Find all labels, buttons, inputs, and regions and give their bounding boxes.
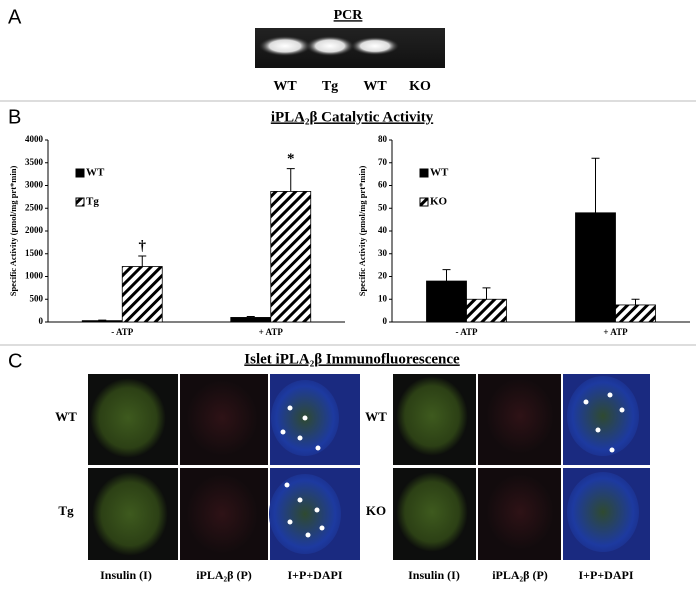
legend-swatch: [420, 169, 428, 177]
y-tick-label: 0: [39, 316, 44, 326]
gel-band: [306, 36, 354, 56]
y-tick-label: 3500: [25, 157, 44, 167]
y-tick-label: 1500: [25, 248, 44, 258]
y-tick-label: 0: [383, 316, 388, 326]
lane-label: Tg: [322, 79, 338, 94]
annotation: *: [287, 151, 295, 167]
row-label: Tg: [58, 503, 74, 518]
lane-label: KO: [409, 79, 431, 94]
x-tick-label: + ATP: [259, 327, 284, 337]
y-tick-label: 10: [378, 293, 388, 303]
y-tick-label: 1000: [25, 271, 44, 281]
bar: [82, 321, 122, 322]
bar: [271, 191, 311, 322]
bar: [427, 281, 467, 322]
y-tick-label: 50: [378, 202, 388, 212]
y-tick-label: 70: [378, 157, 388, 167]
y-tick-label: 40: [378, 225, 388, 235]
y-tick-label: 4000: [25, 134, 44, 144]
error-bar: [287, 169, 295, 192]
legend-label: WT: [86, 167, 105, 179]
panel-label: C: [8, 350, 22, 372]
y-tick-label: 500: [30, 293, 44, 303]
column-label: I+P+DAPI: [578, 568, 633, 582]
lane-label: WT: [363, 79, 387, 94]
legend-swatch: [76, 198, 84, 206]
y-axis-label: Specific Activity (pmol/mg prt*min): [357, 166, 367, 297]
x-tick-label: - ATP: [111, 327, 134, 337]
panel-label: A: [8, 6, 22, 28]
error-bar: [592, 158, 600, 213]
x-tick-label: + ATP: [603, 327, 628, 337]
y-tick-label: 60: [378, 180, 388, 190]
pcr-title: PCR: [334, 8, 364, 23]
section-title: Islet iPLA₂β Immunofluorescence: [244, 351, 460, 367]
annotation: †: [139, 238, 147, 254]
error-bar: [443, 270, 451, 281]
row-label: KO: [366, 503, 386, 518]
lane-label: WT: [273, 79, 297, 94]
bar: [122, 266, 162, 322]
bar: [467, 299, 507, 322]
y-tick-label: 20: [378, 271, 388, 281]
legend-label: KO: [430, 196, 448, 208]
micrographs: [88, 374, 650, 560]
column-label: iPLA₂β (P): [492, 568, 548, 582]
bar: [231, 317, 271, 322]
y-axis-label: Specific Activity (pmol/mg prt*min): [8, 166, 18, 297]
column-label: I+P+DAPI: [287, 568, 342, 582]
column-label: Insulin (I): [408, 568, 460, 582]
error-bar: [632, 299, 640, 305]
column-label: iPLA₂β (P): [196, 568, 252, 582]
y-tick-label: 2000: [25, 225, 44, 235]
legend-swatch: [420, 198, 428, 206]
row-label: WT: [55, 409, 77, 424]
x-tick-label: - ATP: [455, 327, 478, 337]
error-bar: [138, 256, 146, 266]
legend-label: WT: [430, 167, 449, 179]
panel-label: B: [8, 106, 21, 128]
row-label: WT: [365, 409, 387, 424]
bar: [616, 305, 656, 322]
y-tick-label: 3000: [25, 180, 44, 190]
section-title: iPLA₂β Catalytic Activity: [271, 109, 434, 125]
legend-label: Tg: [86, 196, 99, 208]
gel-band: [259, 36, 311, 56]
y-tick-label: 80: [378, 134, 388, 144]
gel-band: [351, 37, 399, 55]
y-tick-label: 2500: [25, 202, 44, 212]
y-tick-label: 30: [378, 248, 388, 258]
legend-swatch: [76, 169, 84, 177]
column-label: Insulin (I): [100, 568, 152, 582]
bar: [576, 213, 616, 322]
error-bar: [483, 288, 491, 299]
